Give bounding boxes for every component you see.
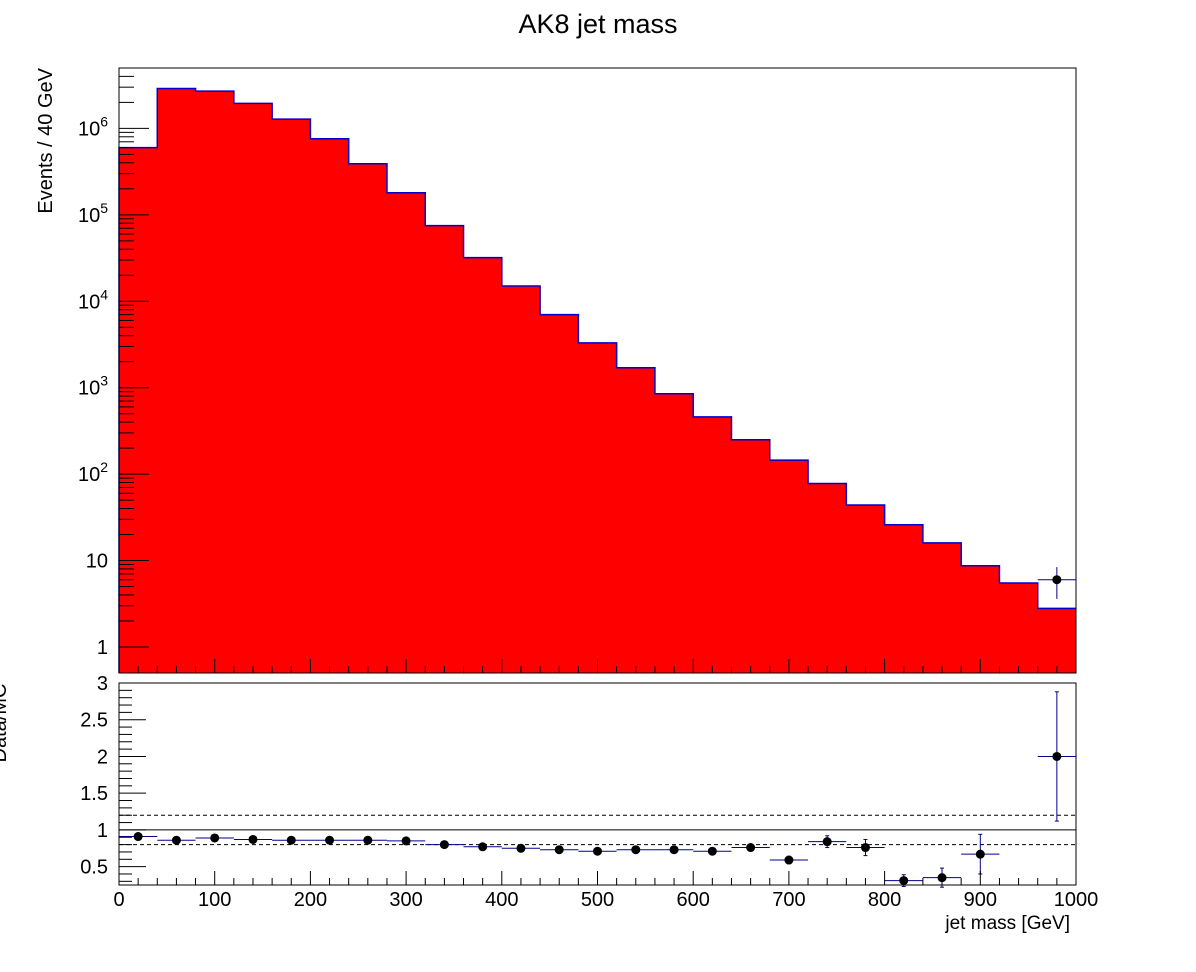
x-tick-label: 500 [581,889,614,911]
ratio-point [516,843,526,853]
x-tick-label: 900 [964,889,997,911]
mc-bar [463,257,503,673]
ratio-point [1052,751,1062,761]
ratio-point [937,873,947,883]
x-axis-label: jet mass [GeV] [944,913,1070,934]
ratio-point [325,835,335,845]
mc-bar [922,542,962,673]
mc-bar [846,504,886,673]
ratio-point [210,833,220,843]
ratio-point [860,843,870,853]
mc-bar [731,439,771,673]
mc-bar [1037,608,1077,673]
top-y-axis-label: Events / 40 GeV [35,67,57,213]
ratio-y-tick-label: 2 [97,746,108,768]
ratio-point [171,835,181,845]
ratio-points [119,691,1076,888]
mc-bar [769,460,809,673]
y-tick-label: 104 [78,286,108,313]
ratio-point [133,832,143,842]
x-tick-label: 0 [113,889,124,911]
ratio-y-tick-label: 0.5 [80,857,108,879]
ratio-point [286,835,296,845]
chart-title: AK8 jet mass [518,9,677,39]
top-y-axis: 1 10 102 103 104 105 106 [78,67,149,659]
mc-bar [119,147,158,673]
ratio-y-axis: 0.5 1 1.5 2 2.5 3 [80,673,146,882]
ratio-point [669,845,679,855]
mc-bar [310,138,350,673]
ratio-point [746,843,756,853]
mc-bar [386,192,426,673]
ratio-point [975,849,985,859]
mc-bar [272,119,311,674]
y-tick-label: 10 [86,551,108,573]
x-tick-label: 700 [772,889,805,911]
ratio-point [631,845,641,855]
ratio-y-tick-label: 1.5 [80,783,108,805]
mc-bar [195,91,235,673]
x-axis: 0 100 200 300 400 500 600 700 800 900 1000 [113,659,1098,911]
mc-bar [961,565,1000,673]
ratio-point [822,837,832,847]
mc-bar [578,342,618,673]
mc-bar [884,524,924,673]
ratio-point [401,836,411,846]
mc-bar [540,314,579,673]
top-panel: 1 10 102 103 104 105 106 Events / 40 GeV [35,67,1077,674]
x-tick-label: 300 [389,889,422,911]
mc-bar [157,88,197,673]
mc-bar [233,103,273,674]
ratio-panel: 0.5 1 1.5 2 2.5 3 0 100 200 300 400 500 600 700 800 90… [0,659,1098,934]
y-tick-label: 102 [78,459,108,486]
data-point [1052,575,1062,585]
x-tick-label: 1000 [1054,889,1099,911]
x-tick-label: 600 [677,889,710,911]
y-tick-label: 103 [78,373,108,400]
ratio-point [784,855,794,865]
mc-histogram-outline [118,87,1076,673]
ratio-y-tick-label: 2.5 [80,710,108,732]
mc-bar [425,225,465,674]
mc-bar [348,163,388,673]
ratio-point [478,842,488,852]
ratio-y-tick-label: 1 [97,820,108,842]
y-tick-label: 1 [97,637,108,659]
ratio-y-tick-label: 3 [97,673,108,695]
mc-bar [999,582,1039,673]
ratio-point [363,835,373,845]
x-tick-label: 200 [294,889,327,911]
mc-bar [654,393,694,673]
data-points [1037,567,1076,599]
ratio-point [554,845,564,855]
mc-bar [808,483,847,673]
x-tick-label: 800 [868,889,901,911]
ratio-point [707,846,717,856]
x-tick-label: 100 [198,889,231,911]
ratio-point [593,846,602,856]
x-tick-label: 400 [485,889,518,911]
y-tick-label: 106 [78,113,108,140]
mc-bar [616,367,656,673]
mc-bar [693,416,732,673]
ratio-reference-lines [119,814,1076,846]
ratio-point [248,834,258,844]
ratio-y-axis-label: Data/MC [0,684,11,763]
mc-histogram [119,88,1077,674]
ratio-point [439,840,449,850]
y-tick-label: 105 [78,200,108,227]
mc-bar [501,286,541,673]
